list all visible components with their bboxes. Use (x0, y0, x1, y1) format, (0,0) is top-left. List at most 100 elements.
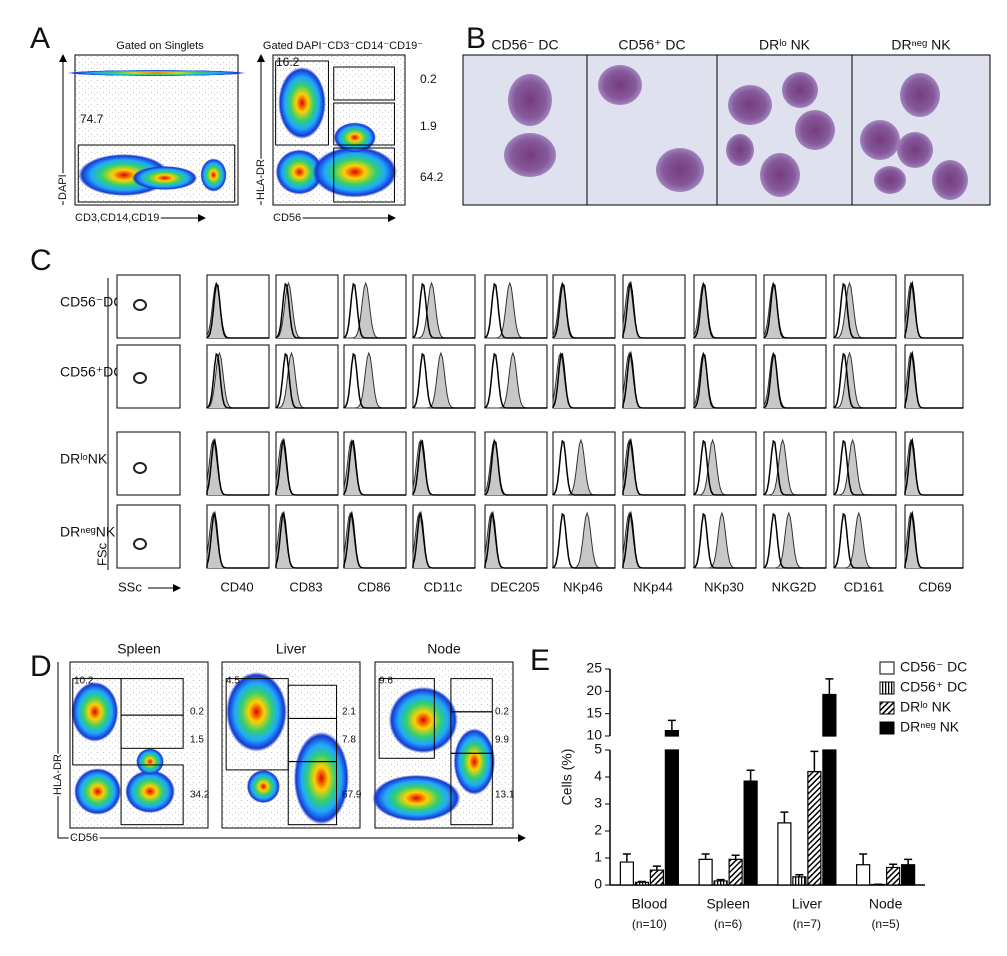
histogram-isotype (904, 510, 963, 569)
y-tick-label: 4 (594, 768, 602, 784)
histogram-isotype (552, 439, 615, 496)
bar (901, 864, 916, 886)
y-tick-label: 1 (594, 849, 602, 865)
plot-title: Gated DAPI⁻CD3⁻CD14⁻CD19⁻ (263, 40, 423, 52)
gate-value: 0.2 (420, 72, 437, 86)
histogram-isotype (275, 437, 338, 496)
row-label: DRⁿᵉᵍNK (60, 524, 116, 540)
histogram-isotype (343, 439, 406, 496)
error-bar (716, 878, 725, 881)
histogram-isotype (833, 512, 896, 569)
cell (760, 153, 800, 197)
bar (713, 880, 728, 886)
error-bar (889, 863, 898, 868)
x-tick-note: (n=10) (632, 917, 667, 931)
gate-value: 16.2 (276, 55, 300, 69)
histogram-isotype (693, 282, 756, 339)
bar (856, 864, 871, 886)
bar (664, 730, 679, 886)
plot-title: Liver (276, 641, 307, 657)
y-axis-label: Cells (%) (559, 749, 575, 806)
cell (932, 160, 968, 200)
error-bar (859, 853, 868, 865)
density-blob (312, 146, 398, 198)
error-bar (904, 858, 913, 865)
x-tick-label: Node (869, 896, 903, 912)
histogram-isotype (343, 282, 406, 339)
density-blob (275, 149, 324, 195)
cell (598, 65, 642, 105)
gate (275, 60, 329, 146)
x-tick-note: (n=7) (793, 917, 821, 931)
plot-frame (116, 274, 181, 339)
density-blob (66, 70, 247, 76)
legend-label: DRˡᵒ NK (900, 699, 952, 715)
bar (886, 866, 901, 886)
gate (333, 66, 395, 101)
marker-label: NKp30 (704, 579, 744, 594)
density-blob (453, 728, 496, 795)
legend-swatch (879, 681, 895, 695)
panel-label: E (530, 644, 550, 677)
gate-value: 9.9 (495, 735, 509, 746)
bar (698, 858, 713, 886)
y-tick-label: 5 (594, 741, 602, 757)
histogram-isotype (484, 439, 547, 496)
histogram-isotype (275, 352, 338, 409)
plot-frame (116, 431, 181, 496)
bar (792, 876, 807, 886)
marker-label: CD11c (424, 579, 463, 594)
x-tick-label: Blood (631, 896, 667, 912)
histogram-isotype (206, 510, 269, 569)
histogram-isotype (693, 512, 756, 569)
histogram-isotype (412, 352, 475, 409)
legend-swatch (879, 701, 895, 715)
histogram-isotype (904, 350, 963, 409)
legend-label: CD56⁺ DC (900, 679, 967, 695)
row-label: DRˡᵒNK (60, 451, 108, 467)
y-tick-label: 10 (586, 727, 602, 743)
y-tick-label: 0 (594, 876, 602, 892)
marker-label: NKp44 (633, 579, 673, 594)
x-tick-label: Liver (792, 896, 823, 912)
gate-value: 0.2 (190, 707, 204, 718)
histogram-isotype (833, 439, 896, 496)
density-blob (74, 768, 122, 815)
histogram-isotype (343, 352, 406, 409)
cell (860, 120, 900, 160)
histogram-isotype (552, 282, 615, 339)
histogram-isotype (275, 282, 338, 339)
marker-label: CD86 (357, 579, 390, 594)
y-tick-label: 3 (594, 795, 602, 811)
axis-label: CD3,CD14,CD19 (75, 212, 159, 224)
panel-label: A (30, 22, 50, 55)
error-bar (795, 873, 804, 877)
legend-label: CD56⁻ DC (900, 659, 967, 675)
bar (777, 822, 792, 886)
density-blob (372, 774, 461, 822)
error-bar (780, 811, 789, 823)
histogram-isotype (622, 510, 685, 569)
gate-value: 64.2 (420, 170, 444, 184)
contour (133, 299, 147, 311)
density-blob (200, 158, 227, 192)
marker-label: CD69 (918, 579, 951, 594)
plot-title: Gated on Singlets (116, 40, 204, 52)
density-blob (388, 686, 458, 754)
legend-swatch (879, 721, 895, 735)
gate-value: 9.6 (379, 676, 393, 687)
histogram-isotype (622, 437, 685, 496)
histogram-isotype (763, 439, 826, 496)
histogram-isotype (412, 439, 475, 496)
gate (450, 752, 493, 826)
gate (287, 761, 338, 826)
contour (133, 462, 147, 474)
axis-label: HLA-DR (52, 754, 64, 795)
row-label: CD56⁺DC (60, 364, 123, 380)
histogram-isotype (622, 280, 685, 339)
gate-value: 1.5 (190, 735, 204, 746)
density-blob (136, 748, 164, 775)
histogram-isotype (693, 352, 756, 409)
error-bar (701, 853, 710, 860)
